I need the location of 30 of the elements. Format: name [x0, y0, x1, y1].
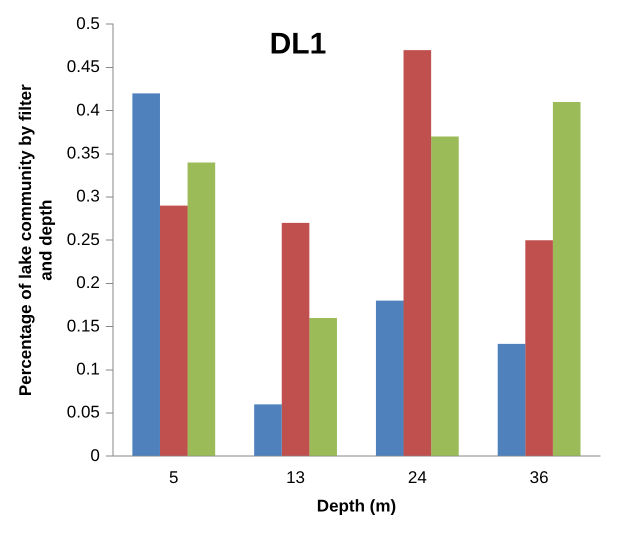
bar	[431, 136, 459, 456]
y-tick-label: 0.25	[66, 230, 100, 249]
y-tick-label: 0.45	[66, 57, 100, 76]
bar	[254, 404, 282, 456]
y-tick-label: 0.35	[66, 143, 100, 162]
x-tick-label: 5	[169, 468, 179, 488]
bar	[404, 50, 432, 456]
x-axis-title: Depth (m)	[316, 496, 396, 516]
y-tick-label: 0.05	[66, 402, 100, 422]
x-tick-label: 36	[530, 468, 549, 488]
y-tick-label: 0.1	[76, 359, 100, 378]
bar	[160, 206, 188, 456]
y-tick-label: 0	[90, 446, 100, 465]
y-axis-title: Percentage of lake community by filter and depth	[16, 84, 56, 396]
bar	[376, 300, 404, 456]
bar	[498, 344, 526, 456]
bar	[282, 222, 310, 456]
bar	[525, 240, 553, 456]
bar	[552, 102, 581, 456]
bar	[188, 162, 216, 456]
y-tick-label: 0.3	[76, 186, 100, 206]
y-tick-label: 0.2	[76, 273, 100, 292]
bar	[309, 318, 337, 456]
y-tick-label: 0.4	[76, 100, 100, 120]
chart-title: DL1	[270, 27, 326, 60]
x-tick-label: 24	[408, 468, 427, 488]
x-tick-label: 13	[286, 468, 306, 488]
y-tick-label: 0.15	[66, 316, 100, 336]
bar	[132, 93, 160, 456]
y-tick-label: 0.5	[76, 14, 100, 33]
